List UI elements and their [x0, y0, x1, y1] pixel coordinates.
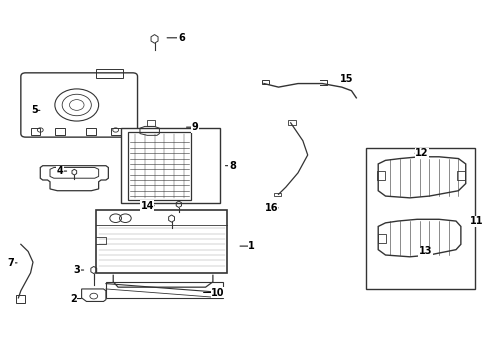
Bar	[273, 193, 281, 196]
Text: 15: 15	[339, 74, 353, 84]
Text: 16: 16	[264, 203, 277, 213]
Text: 13: 13	[418, 247, 431, 256]
Text: 9: 9	[191, 122, 198, 132]
Bar	[127, 132, 191, 200]
Bar	[111, 128, 120, 135]
Bar	[86, 128, 96, 135]
Text: 8: 8	[228, 161, 235, 171]
Bar	[377, 234, 385, 243]
Text: 1: 1	[248, 241, 255, 251]
Text: 11: 11	[469, 216, 483, 226]
Text: 12: 12	[414, 148, 428, 158]
Text: 10: 10	[211, 288, 224, 297]
Bar	[16, 296, 25, 303]
Bar	[287, 120, 295, 125]
Text: 7: 7	[8, 258, 15, 268]
Text: 2: 2	[70, 294, 77, 303]
Polygon shape	[50, 167, 99, 178]
Bar	[30, 128, 40, 135]
Text: 6: 6	[178, 33, 184, 43]
Bar	[96, 210, 227, 273]
Bar	[376, 171, 384, 180]
Text: 14: 14	[140, 201, 154, 211]
Bar	[55, 128, 64, 135]
Bar	[261, 80, 268, 84]
Text: 5: 5	[31, 105, 38, 115]
Bar	[147, 120, 154, 126]
Bar	[96, 69, 122, 78]
Text: 3: 3	[73, 265, 80, 275]
Bar	[120, 128, 220, 203]
Bar	[366, 148, 474, 289]
Bar	[106, 282, 222, 298]
Bar	[456, 171, 464, 180]
Text: 4: 4	[56, 166, 63, 176]
